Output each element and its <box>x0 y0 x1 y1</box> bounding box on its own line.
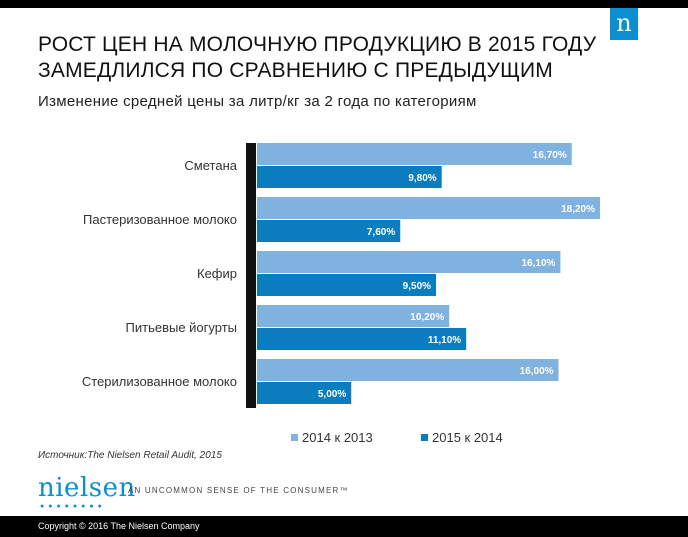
data-label: 9,80% <box>408 173 436 184</box>
nielsen-badge-logo: n <box>610 8 638 40</box>
category-label: Стерилизованное молоко <box>82 374 237 389</box>
legend-label-2015: 2015 к 2014 <box>432 430 503 445</box>
data-label: 10,20% <box>410 312 444 323</box>
category-label: Сметана <box>184 158 237 173</box>
data-label: 18,20% <box>561 204 595 215</box>
brand-tagline: AN UNCOMMON SENSE OF THE CONSUMER™ <box>128 486 349 495</box>
chart-title: РОСТ ЦЕН НА МОЛОЧНУЮ ПРОДУКЦИЮ В 2015 ГО… <box>38 33 597 82</box>
category-label: Пастеризованное молоко <box>83 212 237 227</box>
chart-subtitle: Изменение средней цены за литр/кг за 2 г… <box>38 93 477 110</box>
data-label: 16,00% <box>520 366 554 377</box>
top-bar <box>0 0 688 8</box>
bar-2015 <box>257 382 352 404</box>
data-label: 16,70% <box>533 150 567 161</box>
bar-2014 <box>257 197 600 219</box>
copyright-footer: Copyright © 2016 The Nielsen Company <box>0 516 688 537</box>
data-label: 16,10% <box>522 258 556 269</box>
nielsen-wordmark-logo: nielsen <box>38 473 136 503</box>
legend-item-2014: 2014 к 2013 <box>291 430 373 445</box>
bar-2015 <box>257 328 467 350</box>
bar-2015 <box>257 220 401 242</box>
data-label: 7,60% <box>367 227 395 238</box>
y-axis-line <box>246 143 256 408</box>
bar-chart: Сметана 16,70% 9,80% Пастеризованное молоко… <box>82 143 600 408</box>
category-label: Кефир <box>197 266 237 281</box>
bar-2014 <box>257 143 572 165</box>
bar-2015 <box>257 166 442 188</box>
bar-2015 <box>257 274 437 296</box>
bar-2014 <box>257 305 450 327</box>
legend-item-2015: 2015 к 2014 <box>421 430 503 445</box>
nielsen-logo-dots: ●●●●●●●● <box>40 503 106 510</box>
data-label: 9,50% <box>403 281 431 292</box>
legend-swatch-2015 <box>421 434 428 441</box>
data-label: 11,10% <box>428 335 461 346</box>
source-note: Источник:The Nielsen Retail Audit, 2015 <box>38 450 222 461</box>
category-label: Питьевые йогурты <box>126 320 237 335</box>
bar-2014 <box>257 359 559 381</box>
legend-swatch-2014 <box>291 434 298 441</box>
legend-label-2014: 2014 к 2013 <box>302 430 373 445</box>
data-label: 5,00% <box>318 389 346 400</box>
bar-2014 <box>257 251 561 273</box>
